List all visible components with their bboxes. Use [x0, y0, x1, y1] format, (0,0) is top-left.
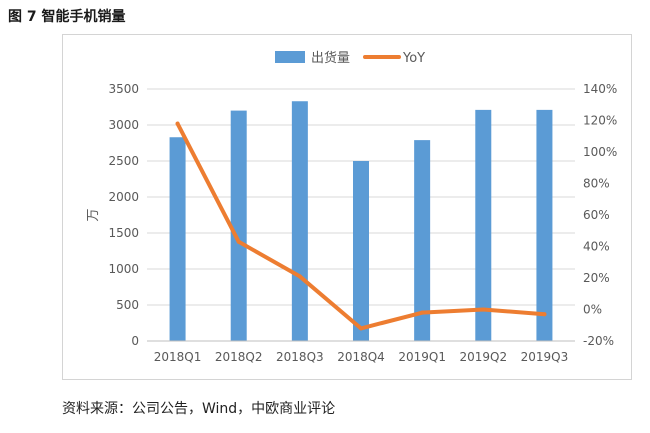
yoy-point	[297, 274, 302, 279]
y-tick-label: 500	[116, 298, 139, 312]
bar	[475, 109, 492, 341]
yoy-point	[420, 310, 425, 315]
yoy-point	[359, 326, 363, 331]
y2-tick-label: 0%	[583, 303, 602, 317]
x-tick-label: 2018Q4	[337, 350, 385, 364]
y2-tick-label: 140%	[583, 82, 617, 96]
legend-swatch-bar	[275, 51, 305, 63]
y2-tick-label: 40%	[583, 240, 610, 254]
y-tick-label: 2000	[108, 190, 139, 204]
y2-tick-label: 120%	[583, 114, 617, 128]
y2-tick-label: 80%	[583, 177, 610, 191]
y-tick-label: 1500	[108, 226, 139, 240]
yoy-point	[175, 121, 180, 126]
bar	[169, 137, 186, 341]
x-tick-label: 2019Q1	[398, 350, 446, 364]
y-tick-label: 3000	[108, 118, 139, 132]
bar	[291, 101, 308, 342]
chart-frame: 0 500 1000 1500 2000 2500 3000 3500 -20% 0% 20% 40%…	[62, 34, 632, 380]
yoy-point	[236, 239, 241, 244]
y-tick-label: 1000	[108, 262, 139, 276]
bar	[414, 140, 431, 341]
y-tick-label: 3500	[108, 82, 139, 96]
x-tick-label: 2018Q3	[276, 350, 324, 364]
x-tick-label: 2018Q2	[215, 350, 263, 364]
x-tick-label: 2019Q3	[521, 350, 569, 364]
y-tick-label: 2500	[108, 154, 139, 168]
x-tick-label: 2019Q2	[459, 350, 507, 364]
bar	[536, 109, 553, 341]
chart-area: 0 500 1000 1500 2000 2500 3000 3500 -20% 0% 20% 40%…	[86, 50, 617, 364]
y2-tick-label: 20%	[583, 271, 610, 285]
y-tick-label: 0	[131, 334, 139, 348]
legend-label-line: YoY	[402, 51, 425, 66]
figure-title: 图 7 智能手机销量	[8, 9, 126, 25]
source-note: 资料来源：公司公告，Wind，中欧商业评论	[62, 401, 336, 417]
bar	[353, 161, 369, 341]
y2-tick-label: -20%	[583, 334, 614, 348]
y2-tick-label: 60%	[583, 208, 610, 222]
bar	[230, 110, 247, 341]
yoy-point	[481, 307, 486, 312]
legend-label-bar: 出货量	[311, 50, 350, 66]
yoy-point	[542, 312, 547, 317]
x-tick-label: 2018Q1	[154, 350, 202, 364]
y2-tick-label: 100%	[583, 145, 617, 159]
y-axis-label: 万	[86, 208, 101, 221]
